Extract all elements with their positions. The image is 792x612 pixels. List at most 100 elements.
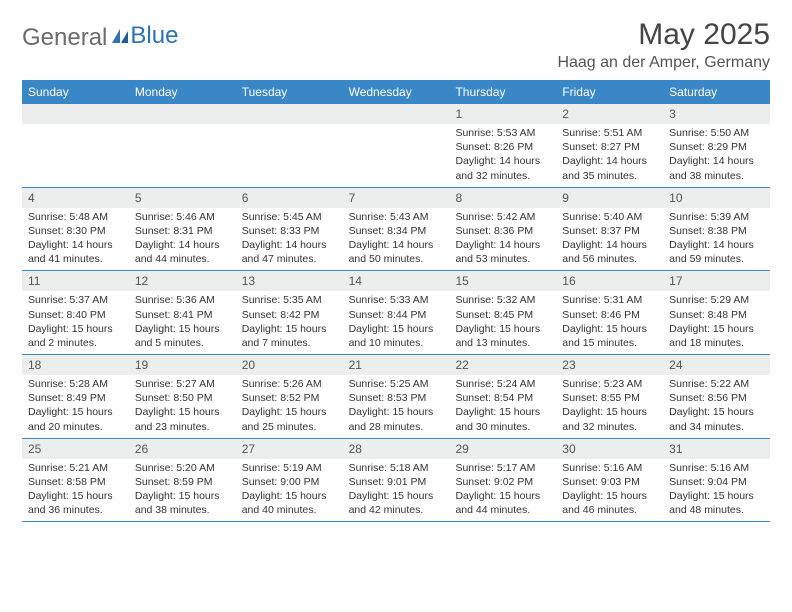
sunrise-text: Sunrise: 5:20 AM	[135, 461, 230, 475]
day-info-cell: Sunrise: 5:16 AMSunset: 9:03 PMDaylight:…	[556, 459, 663, 522]
date-number-row: 11121314151617	[22, 270, 770, 291]
daylight-text: Daylight: 15 hours and 44 minutes.	[455, 489, 550, 517]
day-info-row: Sunrise: 5:21 AMSunset: 8:58 PMDaylight:…	[22, 459, 770, 522]
sunrise-text: Sunrise: 5:37 AM	[28, 293, 123, 307]
daylight-text: Daylight: 15 hours and 28 minutes.	[349, 405, 444, 433]
sunrise-text: Sunrise: 5:46 AM	[135, 210, 230, 224]
sunset-text: Sunset: 8:58 PM	[28, 475, 123, 489]
sunset-text: Sunset: 9:00 PM	[242, 475, 337, 489]
daylight-text: Daylight: 14 hours and 53 minutes.	[455, 238, 550, 266]
date-number: 20	[236, 355, 343, 375]
sunrise-text: Sunrise: 5:16 AM	[669, 461, 764, 475]
day-info-cell: Sunrise: 5:21 AMSunset: 8:58 PMDaylight:…	[22, 459, 129, 522]
day-info-cell: Sunrise: 5:45 AMSunset: 8:33 PMDaylight:…	[236, 208, 343, 271]
sunrise-text: Sunrise: 5:42 AM	[455, 210, 550, 224]
daylight-text: Daylight: 14 hours and 50 minutes.	[349, 238, 444, 266]
sunset-text: Sunset: 8:34 PM	[349, 224, 444, 238]
day-info-cell: Sunrise: 5:32 AMSunset: 8:45 PMDaylight:…	[449, 291, 556, 354]
date-number: 22	[449, 355, 556, 375]
day-info-cell: Sunrise: 5:22 AMSunset: 8:56 PMDaylight:…	[663, 375, 770, 438]
daylight-text: Daylight: 14 hours and 47 minutes.	[242, 238, 337, 266]
date-number: 11	[22, 271, 129, 291]
date-number	[343, 104, 450, 124]
day-info-cell: Sunrise: 5:39 AMSunset: 8:38 PMDaylight:…	[663, 208, 770, 271]
daylight-text: Daylight: 15 hours and 15 minutes.	[562, 322, 657, 350]
sunrise-text: Sunrise: 5:27 AM	[135, 377, 230, 391]
daylight-text: Daylight: 14 hours and 44 minutes.	[135, 238, 230, 266]
date-number: 14	[343, 271, 450, 291]
weekday-header: Monday	[129, 80, 236, 104]
sunrise-text: Sunrise: 5:21 AM	[28, 461, 123, 475]
daylight-text: Daylight: 15 hours and 2 minutes.	[28, 322, 123, 350]
date-number: 8	[449, 188, 556, 208]
sunrise-text: Sunrise: 5:51 AM	[562, 126, 657, 140]
daylight-text: Daylight: 15 hours and 20 minutes.	[28, 405, 123, 433]
day-info-cell: Sunrise: 5:18 AMSunset: 9:01 PMDaylight:…	[343, 459, 450, 522]
sunset-text: Sunset: 8:40 PM	[28, 308, 123, 322]
daylight-text: Daylight: 14 hours and 59 minutes.	[669, 238, 764, 266]
day-info-cell: Sunrise: 5:16 AMSunset: 9:04 PMDaylight:…	[663, 459, 770, 522]
date-number: 25	[22, 439, 129, 459]
day-info-cell: Sunrise: 5:19 AMSunset: 9:00 PMDaylight:…	[236, 459, 343, 522]
day-info-cell: Sunrise: 5:26 AMSunset: 8:52 PMDaylight:…	[236, 375, 343, 438]
weekday-header: Thursday	[449, 80, 556, 104]
daylight-text: Daylight: 15 hours and 18 minutes.	[669, 322, 764, 350]
daylight-text: Daylight: 15 hours and 5 minutes.	[135, 322, 230, 350]
sunset-text: Sunset: 9:02 PM	[455, 475, 550, 489]
day-info-cell: Sunrise: 5:50 AMSunset: 8:29 PMDaylight:…	[663, 124, 770, 187]
day-info-cell: Sunrise: 5:31 AMSunset: 8:46 PMDaylight:…	[556, 291, 663, 354]
sunrise-text: Sunrise: 5:22 AM	[669, 377, 764, 391]
sunrise-text: Sunrise: 5:50 AM	[669, 126, 764, 140]
sunset-text: Sunset: 8:48 PM	[669, 308, 764, 322]
date-number: 13	[236, 271, 343, 291]
sunset-text: Sunset: 8:49 PM	[28, 391, 123, 405]
sunrise-text: Sunrise: 5:24 AM	[455, 377, 550, 391]
date-number: 17	[663, 271, 770, 291]
page-header: General Blue May 2025 Haag an der Amper,…	[22, 18, 770, 72]
sunrise-text: Sunrise: 5:25 AM	[349, 377, 444, 391]
calendar-grid: SundayMondayTuesdayWednesdayThursdayFrid…	[22, 80, 770, 522]
brand-part1: General	[22, 24, 107, 52]
date-number: 4	[22, 188, 129, 208]
sunset-text: Sunset: 8:56 PM	[669, 391, 764, 405]
sunset-text: Sunset: 8:26 PM	[455, 140, 550, 154]
sunrise-text: Sunrise: 5:29 AM	[669, 293, 764, 307]
sunset-text: Sunset: 8:55 PM	[562, 391, 657, 405]
daylight-text: Daylight: 15 hours and 36 minutes.	[28, 489, 123, 517]
sunrise-text: Sunrise: 5:17 AM	[455, 461, 550, 475]
daylight-text: Daylight: 15 hours and 30 minutes.	[455, 405, 550, 433]
sunrise-text: Sunrise: 5:45 AM	[242, 210, 337, 224]
date-number: 15	[449, 271, 556, 291]
sunset-text: Sunset: 8:41 PM	[135, 308, 230, 322]
date-number: 26	[129, 439, 236, 459]
sunset-text: Sunset: 8:38 PM	[669, 224, 764, 238]
daylight-text: Daylight: 15 hours and 40 minutes.	[242, 489, 337, 517]
date-number: 10	[663, 188, 770, 208]
sunset-text: Sunset: 8:59 PM	[135, 475, 230, 489]
day-info-row: Sunrise: 5:48 AMSunset: 8:30 PMDaylight:…	[22, 208, 770, 271]
sunset-text: Sunset: 8:42 PM	[242, 308, 337, 322]
daylight-text: Daylight: 14 hours and 38 minutes.	[669, 154, 764, 182]
date-number: 9	[556, 188, 663, 208]
sunrise-text: Sunrise: 5:39 AM	[669, 210, 764, 224]
weekday-header: Sunday	[22, 80, 129, 104]
date-number: 2	[556, 104, 663, 124]
sunset-text: Sunset: 9:01 PM	[349, 475, 444, 489]
sunrise-text: Sunrise: 5:36 AM	[135, 293, 230, 307]
sunset-text: Sunset: 8:44 PM	[349, 308, 444, 322]
daylight-text: Daylight: 15 hours and 25 minutes.	[242, 405, 337, 433]
date-number-row: 123	[22, 104, 770, 124]
sunrise-text: Sunrise: 5:23 AM	[562, 377, 657, 391]
sunset-text: Sunset: 8:53 PM	[349, 391, 444, 405]
daylight-text: Daylight: 15 hours and 48 minutes.	[669, 489, 764, 517]
bottom-divider	[22, 521, 770, 522]
day-info-cell: Sunrise: 5:33 AMSunset: 8:44 PMDaylight:…	[343, 291, 450, 354]
date-number-row: 25262728293031	[22, 438, 770, 459]
daylight-text: Daylight: 15 hours and 32 minutes.	[562, 405, 657, 433]
daylight-text: Daylight: 14 hours and 41 minutes.	[28, 238, 123, 266]
date-number: 5	[129, 188, 236, 208]
weekday-header: Wednesday	[343, 80, 450, 104]
sunset-text: Sunset: 8:46 PM	[562, 308, 657, 322]
day-info-cell	[343, 124, 450, 187]
date-number	[22, 104, 129, 124]
